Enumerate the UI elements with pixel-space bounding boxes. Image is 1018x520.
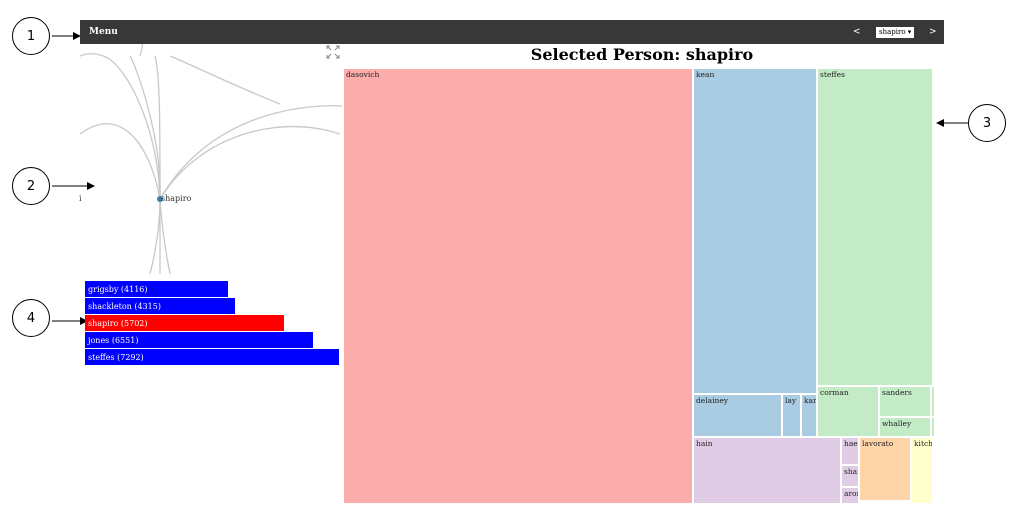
treemap-cell-delainey[interactable]: delainey: [694, 395, 783, 438]
tree-edge: [154, 55, 161, 200]
tree-node-shapiro[interactable]: [157, 196, 163, 202]
bar-3[interactable]: jones (6551): [85, 332, 313, 348]
person-select[interactable]: shapiro ▾: [876, 27, 914, 38]
bar-4[interactable]: steffes (7292): [85, 349, 339, 365]
treemap-cell-lavorato[interactable]: lavorato: [860, 438, 912, 502]
tree-node-label-partial: i: [79, 194, 82, 203]
bar-0[interactable]: grigsby (4116): [85, 281, 228, 297]
tree-edge: [80, 123, 161, 200]
previous-person-button[interactable]: <: [853, 27, 861, 37]
treemap-cell-label: sanders: [882, 388, 912, 397]
treemap-cell-steffes[interactable]: steffes: [818, 69, 934, 387]
treemap-cell-label: kam: [804, 396, 816, 405]
bar-list: grigsby (4116) shackleton (4315) shapiro (…: [85, 281, 345, 366]
callout-3: 3: [968, 104, 1006, 142]
treemap-cell-label: arora: [844, 489, 860, 498]
expand-icon[interactable]: [326, 45, 340, 59]
treemap: dasovich kean steffes delainey laykam corman s…: [344, 69, 934, 505]
treemap-cell-label: haed: [844, 439, 858, 448]
treemap-cell-kean[interactable]: kean: [694, 69, 818, 395]
treemap-cell-lay[interactable]: lay: [783, 395, 802, 438]
treemap-cell-haed[interactable]: haed: [842, 438, 860, 466]
treemap-cell-label: kitche: [914, 439, 933, 448]
callout-4: 4: [12, 299, 50, 337]
bar-2[interactable]: shapiro (5702): [85, 315, 284, 331]
treemap-cell-kitche[interactable]: kitche: [912, 438, 934, 505]
menu-bar: Menu < shapiro ▾ >: [80, 20, 944, 44]
treemap-cell-label: hain: [696, 439, 713, 448]
treemap-cell-whalley[interactable]: whalley: [880, 418, 932, 438]
tree-node-label: shapiro: [161, 194, 192, 203]
treemap-cell-label: corman: [820, 388, 849, 397]
treemap-cell-label: lay: [785, 396, 797, 405]
treemap-cell-label: steffes: [820, 70, 845, 79]
treemap-cell-label: delainey: [696, 396, 729, 405]
treemap-cell-unlabeled-10[interactable]: [932, 418, 934, 438]
treemap-title: Selected Person: shapiro: [530, 45, 754, 64]
treemap-cell-sanders[interactable]: sanders: [880, 387, 932, 418]
tree-edge: [107, 57, 161, 200]
tree-edge: [80, 53, 109, 59]
treemap-cell-kam[interactable]: kam: [802, 395, 818, 438]
treemap-cell-label: shan: [844, 467, 858, 476]
menu-button[interactable]: Menu: [89, 27, 118, 37]
tree-diagram: [80, 44, 342, 275]
treemap-cell-unlabeled-8[interactable]: [932, 387, 934, 418]
bar-1[interactable]: shackleton (4315): [85, 298, 235, 314]
treemap-cell-label: lavorato: [862, 439, 894, 448]
treemap-cell-corman[interactable]: corman: [818, 387, 880, 438]
treemap-cell-dasovich[interactable]: dasovich: [344, 69, 694, 505]
treemap-cell-label: dasovich: [346, 70, 380, 79]
next-person-button[interactable]: >: [929, 27, 937, 37]
treemap-cell-label: kean: [696, 70, 715, 79]
tree-edge: [138, 44, 144, 57]
treemap-cell-shan[interactable]: shan: [842, 466, 860, 488]
tree-edge: [169, 55, 281, 105]
callout-2: 2: [12, 167, 50, 205]
callout-1: 1: [12, 17, 50, 55]
treemap-cell-hain[interactable]: hain: [694, 438, 842, 505]
tree-edge: [159, 105, 342, 200]
treemap-cell-label: whalley: [882, 419, 912, 428]
tree-edge: [159, 125, 341, 200]
tree-edge: [159, 198, 171, 275]
tree-edge: [149, 198, 161, 275]
treemap-cell-arora[interactable]: arora: [842, 488, 860, 505]
